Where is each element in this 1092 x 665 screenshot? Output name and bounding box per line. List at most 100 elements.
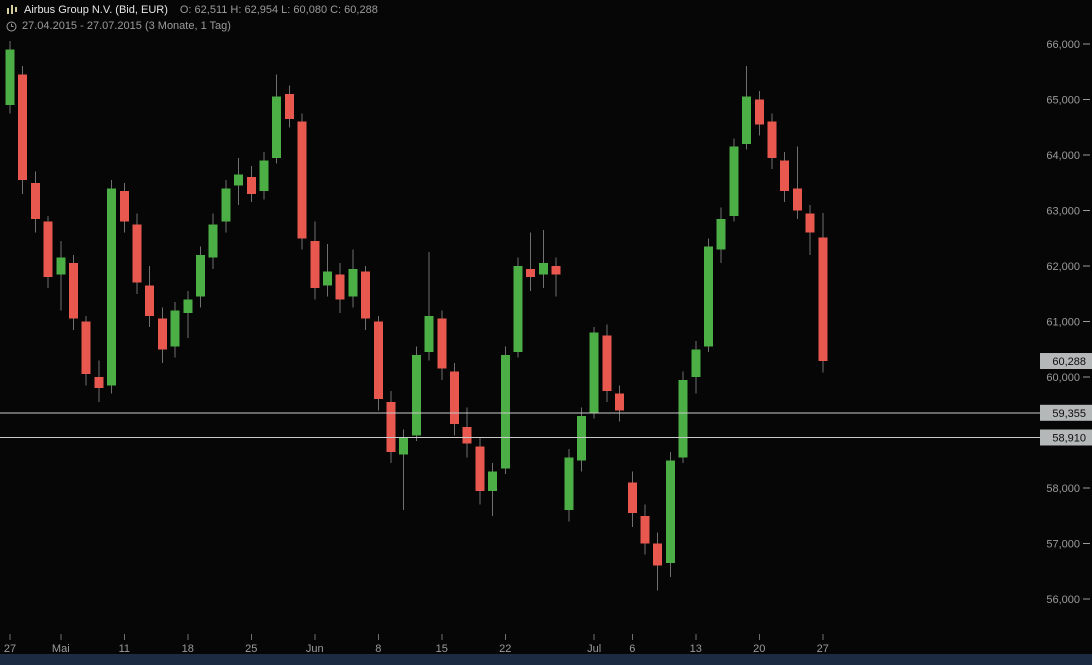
y-axis-label: 56,000	[1046, 594, 1080, 606]
y-axis-label: 57,000	[1046, 539, 1080, 551]
candle-body	[462, 426, 472, 444]
y-axis-label: 65,000	[1046, 95, 1080, 107]
price-level-tag	[1040, 429, 1092, 446]
candle-body	[246, 177, 256, 194]
price-level-tag	[1040, 404, 1092, 421]
y-axis-label: 58,000	[1046, 483, 1080, 495]
candle-body	[361, 271, 371, 319]
x-axis-label: 25	[245, 643, 257, 655]
x-axis-label: 27	[817, 643, 829, 655]
x-axis-label: 15	[436, 643, 448, 655]
candle-body	[119, 191, 129, 222]
last-price-tag-label: 60,288	[1052, 356, 1086, 368]
x-axis-label: 18	[182, 643, 194, 655]
candle-body	[577, 415, 586, 461]
x-axis-label: 13	[690, 643, 702, 655]
candle-body	[234, 174, 244, 186]
candle-body	[513, 266, 523, 353]
candle-body	[780, 160, 790, 192]
date-range-label: 27.04.2015 - 27.07.2015 (3 Monate, 1 Tag…	[22, 20, 231, 32]
x-axis-label: Jun	[306, 643, 324, 655]
chart-subheader: 27.04.2015 - 27.07.2015 (3 Monate, 1 Tag…	[6, 20, 231, 32]
candle-body	[500, 354, 510, 469]
candle-body	[5, 49, 15, 106]
price-level-tag-label: 59,355	[1052, 408, 1086, 420]
candle-body	[653, 543, 663, 566]
last-price-tag	[1040, 353, 1092, 370]
y-axis-label: 63,000	[1046, 206, 1080, 218]
y-axis-label: 66,000	[1046, 39, 1080, 51]
candle-body	[221, 188, 231, 222]
y-axis-label: 61,000	[1046, 317, 1080, 329]
candle-body	[792, 188, 802, 211]
instrument-title: Airbus Group N.V. (Bid, EUR)	[24, 4, 168, 16]
candle-body	[132, 224, 142, 283]
candle-body	[411, 354, 421, 436]
candle-body	[551, 266, 561, 275]
candle-body	[767, 121, 777, 158]
candle-body	[183, 299, 193, 314]
candle-body	[81, 321, 91, 375]
candle-body	[602, 335, 612, 391]
ohlc-summary: O: 62,511 H: 62,954 L: 60,080 C: 60,288	[179, 4, 378, 16]
candle-body	[538, 263, 548, 275]
candle-body	[589, 332, 599, 414]
candle-body	[259, 160, 269, 192]
candle-body	[208, 224, 218, 258]
candle-body	[348, 268, 358, 297]
candle-body	[335, 274, 345, 300]
candle-body	[297, 121, 307, 239]
candle-body	[373, 321, 383, 400]
chart-header: Airbus Group N.V. (Bid, EUR) O: 62,511 H…	[6, 4, 378, 16]
candle-body	[107, 188, 117, 386]
x-axis-label: 27	[4, 643, 16, 655]
y-axis-label: 62,000	[1046, 261, 1080, 273]
y-axis-label: 64,000	[1046, 150, 1080, 162]
x-axis-label: Mai	[52, 643, 70, 655]
instrument-candlestick-icon	[7, 5, 17, 14]
candle-body	[615, 393, 625, 411]
candle-body	[742, 96, 752, 144]
x-axis-label: 22	[499, 643, 511, 655]
candle-body	[94, 377, 104, 389]
candle-body	[640, 515, 650, 544]
candle-body	[272, 96, 282, 158]
x-axis-label: 8	[375, 643, 381, 655]
candle-body	[716, 218, 726, 250]
candle-body	[526, 268, 536, 278]
y-axis-label: 60,000	[1046, 372, 1080, 384]
candle-body	[678, 379, 688, 458]
candle-body	[145, 285, 155, 316]
clock-icon	[6, 21, 17, 31]
candle-body	[564, 457, 574, 511]
candle-body	[69, 263, 78, 319]
candle-body	[437, 318, 447, 369]
candle-body	[56, 257, 66, 275]
candle-body	[424, 315, 434, 353]
horizontal-scrollbar[interactable]	[0, 654, 1092, 665]
candle-body	[627, 482, 637, 513]
candle-body	[475, 446, 485, 491]
price-level-tag-label: 58,910	[1052, 432, 1086, 444]
candle-body	[196, 254, 205, 297]
candle-body	[170, 310, 180, 347]
candle-body	[284, 93, 294, 119]
candle-body	[450, 371, 459, 425]
candle-body	[729, 146, 739, 217]
candle-body	[18, 74, 28, 180]
candle-body	[805, 213, 815, 233]
candle-body	[30, 182, 40, 219]
candle-body	[157, 318, 167, 350]
x-axis-label: 6	[629, 643, 635, 655]
candle-body	[754, 99, 764, 125]
candle-body	[310, 241, 320, 289]
candle-body	[386, 401, 396, 452]
candle-body	[704, 246, 713, 347]
candle-body	[43, 221, 53, 278]
candle-body	[691, 349, 701, 377]
candle-body	[323, 271, 332, 286]
candle-body	[399, 438, 409, 455]
candle-body	[488, 471, 498, 491]
